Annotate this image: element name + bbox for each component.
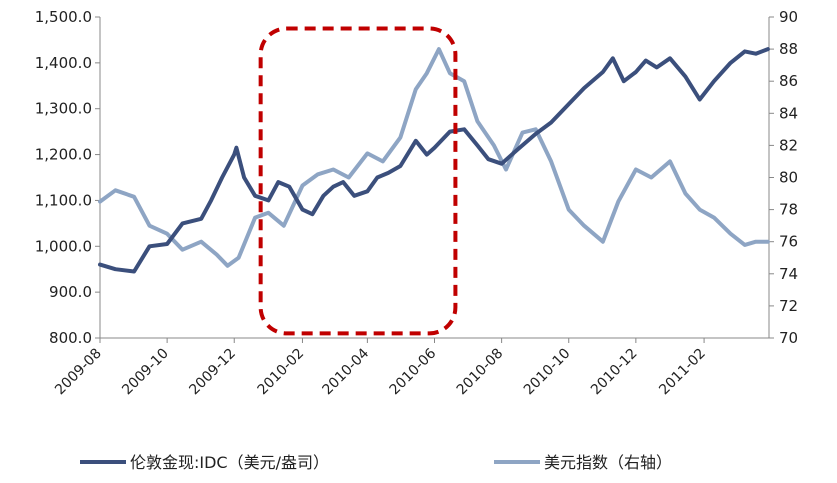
x-tick-label: 2010-02 (255, 346, 308, 399)
x-tick-label: 2010-06 (387, 345, 440, 398)
y-right-tick-label: 84 (779, 104, 798, 122)
y-left-tick-label: 1,100.0 (35, 191, 92, 209)
y-left-tick-label: 1,500.0 (35, 8, 92, 26)
annotation-dashed-box (258, 26, 458, 336)
series-layer (98, 47, 770, 274)
y-right-tick-label: 90 (779, 8, 798, 26)
x-tick-label: 2010-04 (320, 345, 373, 398)
x-tick-label: 2010-10 (521, 346, 574, 399)
y-left-tick-label: 1,400.0 (35, 54, 92, 72)
y-left-tick-label: 1,000.0 (35, 237, 92, 255)
x-tick-label: 2009-10 (119, 346, 172, 399)
y-right-tick-label: 70 (779, 329, 798, 347)
axes (95, 16, 774, 343)
x-tick-label: 2010-08 (454, 346, 507, 399)
y-right-tick-label: 76 (779, 233, 798, 251)
x-tick-label: 2011-02 (656, 346, 709, 399)
y-right-tick-label: 86 (779, 72, 798, 90)
series-line-gold (98, 47, 770, 274)
y-right-tick-label: 78 (779, 201, 798, 219)
y-left-tick-label: 900.0 (49, 283, 92, 301)
y-left-tick-label: 1,300.0 (35, 100, 92, 118)
legend-label-dollar-index: 美元指数（右轴） (544, 453, 672, 472)
x-tick-labels: 2009-08 2009-10 2009-12 2010-02 2010-04 2010-… (52, 345, 709, 398)
legend: 伦敦金现:IDC（美元/盎司） 美元指数（右轴） (80, 453, 672, 472)
y-left-tick-labels: 800.0 900.0 1,000.0 1,100.0 1,200.0 1,300.0 1,… (35, 8, 92, 347)
y-right-tick-labels: 70 72 74 76 78 80 82 84 86 88 90 (779, 8, 798, 347)
y-right-tick-label: 74 (779, 265, 798, 283)
annotation-layer (258, 26, 458, 336)
y-right-tick-label: 88 (779, 40, 798, 58)
y-left-tick-label: 800.0 (49, 329, 92, 347)
y-left-tick-label: 1,200.0 (35, 146, 92, 164)
y-right-tick-label: 72 (779, 297, 798, 315)
series-line-dollar-index (98, 47, 770, 268)
x-tick-label: 2010-12 (588, 346, 641, 399)
y-right-tick-label: 80 (779, 169, 798, 187)
y-right-tick-label: 82 (779, 136, 798, 154)
x-tick-label: 2009-08 (52, 346, 105, 399)
legend-label-gold: 伦敦金现:IDC（美元/盎司） (130, 453, 329, 472)
x-tick-label: 2009-12 (186, 346, 239, 399)
